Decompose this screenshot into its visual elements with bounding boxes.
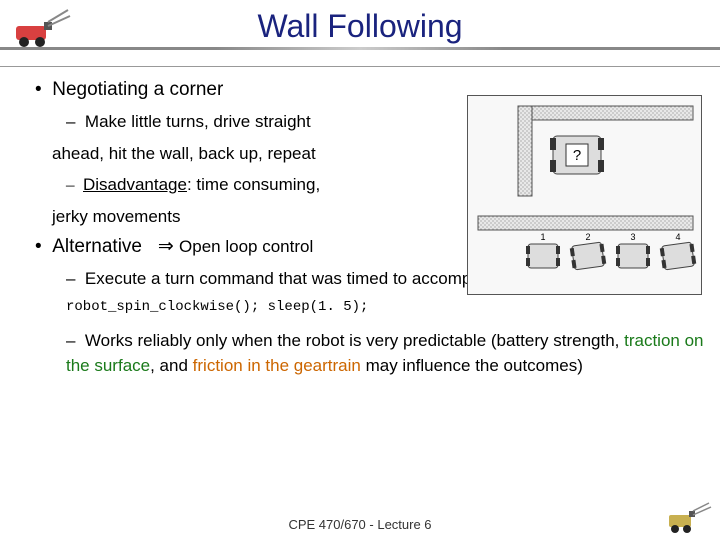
title-underline	[0, 47, 720, 50]
sub-bullet-turns-cont: ahead, hit the wall, back up, repeat	[52, 141, 450, 167]
footer-text: CPE 470/670 - Lecture 6	[0, 517, 720, 532]
sub-bullet-reliable: – Works reliably only when the robot is …	[66, 328, 706, 379]
disadvantage-rest: : time consuming,	[187, 175, 320, 194]
bullet-negotiating: • Negotiating a corner	[35, 79, 450, 101]
corner-diagram: ? 1 2 3 4	[467, 95, 702, 295]
sub-bullet-turns: – Make little turns, drive straight	[66, 109, 450, 135]
robot-step-3: 3	[616, 232, 650, 268]
robot-icon-top-left	[6, 8, 86, 48]
step-label-2: 2	[585, 232, 590, 242]
robot-step-4	[659, 242, 696, 270]
wall-top	[518, 106, 693, 120]
robot-handle-br	[693, 507, 711, 515]
robot-icon-bottom-right	[663, 501, 718, 536]
sub-bullet-disadv-cont: jerky movements	[52, 204, 450, 230]
sub2b-pre: Works reliably only when the robot is ve…	[85, 331, 624, 350]
sub-bullet-disadvantage: – Disadvantage: time consuming,	[66, 172, 450, 198]
bullet-main1-text: Negotiating a corner	[52, 79, 223, 100]
code-snippet: robot_spin_clockwise(); sleep(1. 5);	[66, 299, 368, 315]
wall-left	[518, 106, 532, 196]
robot-step-1: 1	[526, 232, 560, 268]
arrow-icon: ⇒	[158, 236, 174, 257]
open-loop-text: Open loop control	[179, 237, 313, 256]
step-label-4: 4	[675, 232, 680, 242]
robot-question: ?	[550, 136, 604, 174]
sub2b-mid: , and	[150, 356, 193, 375]
sub2b-post: may influence the outcomes)	[361, 356, 583, 375]
wall-bottom	[478, 216, 693, 230]
page-title: Wall Following	[0, 8, 720, 45]
sub1a-text: Make little turns, drive straight	[85, 112, 311, 131]
robot-wheel	[19, 37, 29, 47]
robot-handle-br	[693, 503, 709, 511]
robot-wheel-br	[683, 525, 691, 533]
robot-handle	[48, 10, 68, 22]
disadvantage-label: Disadvantage	[83, 175, 187, 194]
robot-wheel-br	[671, 525, 679, 533]
question-mark: ?	[573, 147, 581, 164]
bullet-main2-text: Alternative	[52, 236, 142, 257]
step-label-1: 1	[540, 232, 545, 242]
robot-step-2	[569, 242, 606, 270]
step-label-3: 3	[630, 232, 635, 242]
friction-text: friction in the geartrain	[193, 356, 361, 375]
robot-wheel	[35, 37, 45, 47]
